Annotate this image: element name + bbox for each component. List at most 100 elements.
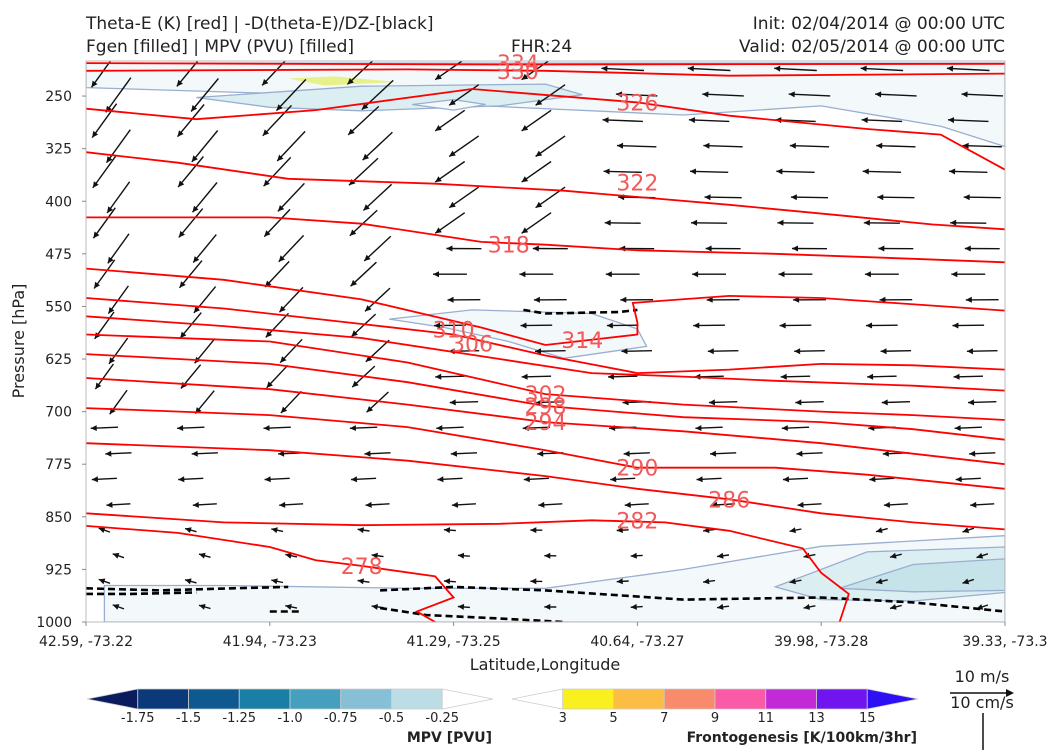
wind-vector xyxy=(263,156,292,187)
wind-vector-head xyxy=(532,245,539,252)
wind-vector-head xyxy=(544,552,551,559)
wind-vector-head xyxy=(535,348,542,355)
wind-vector-head xyxy=(963,194,970,201)
wind-vector-head xyxy=(601,65,608,72)
wind-vector-head xyxy=(191,155,198,162)
wind-vector-head xyxy=(365,305,372,312)
wind-vector xyxy=(275,78,307,112)
stability-contour-3 xyxy=(380,585,1005,613)
wind-vector-head xyxy=(876,142,883,149)
wind-vector-head xyxy=(861,117,868,124)
wind-vector-head xyxy=(521,373,528,380)
wind-vector xyxy=(362,131,393,161)
x-tick-label: 39.98, -73.28 xyxy=(774,634,868,650)
wind-vector-head xyxy=(176,79,183,87)
wind-vector xyxy=(106,181,131,214)
wind-vector-head xyxy=(702,91,709,98)
fgen-colorbar-tick: 13 xyxy=(808,711,825,726)
wind-vector-head xyxy=(616,578,623,585)
mpv-colorbar-title: MPV [PVU] xyxy=(407,730,492,746)
wind-vector xyxy=(349,209,378,237)
wind-vector-head xyxy=(950,219,957,226)
wind-vector-head xyxy=(789,578,796,585)
wind-vector-head xyxy=(91,476,98,483)
theta-e-label-330: 330 xyxy=(497,60,539,85)
wind-vector-head xyxy=(693,322,700,329)
mpv-colorbar-swatch xyxy=(188,688,240,710)
fgen-colorbar-title: Frontogenesis [K/100km/3hr] xyxy=(687,730,917,746)
fgen-colorbar-tick: 15 xyxy=(859,711,876,726)
wind-vector-head xyxy=(365,501,372,508)
wind-vector-head xyxy=(536,399,543,406)
wind-vector-head xyxy=(266,381,273,388)
wind-vector-head xyxy=(271,578,278,585)
wind-vector-head xyxy=(606,322,613,329)
wind-vector xyxy=(262,104,293,137)
wind-vector-head xyxy=(688,117,695,124)
wind-vector-head xyxy=(696,476,703,483)
wind-vector xyxy=(689,170,729,173)
wind-vector xyxy=(263,208,291,238)
wind-vector xyxy=(107,233,130,264)
wind-vector-head xyxy=(621,348,628,355)
wind-vector-head xyxy=(797,501,804,508)
wind-vector-head xyxy=(961,91,968,98)
wind-vector xyxy=(434,212,466,234)
wind-vector-head xyxy=(262,79,269,86)
wind-vector-head xyxy=(695,425,702,431)
fgen-colorbar-swatch xyxy=(765,688,817,710)
wind-vector-head xyxy=(279,501,286,508)
wind-vector-head xyxy=(348,128,355,135)
wind-vector-head xyxy=(869,476,876,483)
wind-vector xyxy=(361,79,394,111)
forecast-hour: FHR:24 xyxy=(511,37,573,57)
wind-vector xyxy=(949,170,988,173)
wind-vector-head xyxy=(105,450,112,457)
wind-vector-head xyxy=(262,129,270,136)
wind-vector xyxy=(961,93,1004,97)
wind-vector-head xyxy=(520,322,527,329)
wind-vector-head xyxy=(537,450,544,457)
wind-vector-head xyxy=(969,450,976,457)
wind-vector xyxy=(191,182,218,213)
wind-vector xyxy=(601,67,645,72)
wind-vector-head xyxy=(451,501,459,508)
wind-vector xyxy=(191,130,219,163)
wind-vector-head xyxy=(962,578,970,585)
wind-vector-head xyxy=(948,117,955,124)
wind-vector-head xyxy=(794,348,801,355)
wind-vector-head xyxy=(191,105,198,112)
theta-e-label-290: 290 xyxy=(616,457,658,482)
wind-vector-head xyxy=(435,373,442,380)
wind-vector-head xyxy=(192,205,199,213)
wind-vector-head xyxy=(624,501,631,508)
wind-vector-head xyxy=(790,194,797,201)
wind-vector xyxy=(277,182,305,212)
stability-contour-5 xyxy=(523,308,638,315)
wind-vector-head xyxy=(538,501,545,508)
title-left-line2: Fgen [filled] | MPV (PVU) [filled] xyxy=(86,37,355,57)
wind-vector-head xyxy=(106,501,113,508)
wind-vector-head xyxy=(866,322,873,329)
mpv-colorbar-swatch xyxy=(137,688,189,710)
wind-vector-head xyxy=(521,73,529,80)
wind-vector-head xyxy=(876,578,883,585)
wind-vector-head xyxy=(687,65,694,72)
wind-vector-head xyxy=(876,527,883,533)
mpv-colorbar-swatch xyxy=(391,688,443,710)
y-tick-label: 475 xyxy=(45,247,72,263)
ref-vector-head xyxy=(1006,689,1014,697)
mpv-region-2 xyxy=(389,309,648,359)
wind-vector xyxy=(947,119,989,123)
wind-vector-head xyxy=(185,527,192,533)
wind-vector-head xyxy=(351,476,358,483)
wind-vector xyxy=(703,144,743,148)
wind-vector-head xyxy=(193,306,200,313)
wind-vector-head xyxy=(347,78,354,85)
wind-vector-head xyxy=(435,176,442,183)
wind-vector-head xyxy=(952,322,959,329)
wind-vector-head xyxy=(449,399,456,406)
wind-vector xyxy=(190,78,219,112)
wind-vector-head xyxy=(951,271,958,278)
wind-vector-head xyxy=(434,322,441,329)
